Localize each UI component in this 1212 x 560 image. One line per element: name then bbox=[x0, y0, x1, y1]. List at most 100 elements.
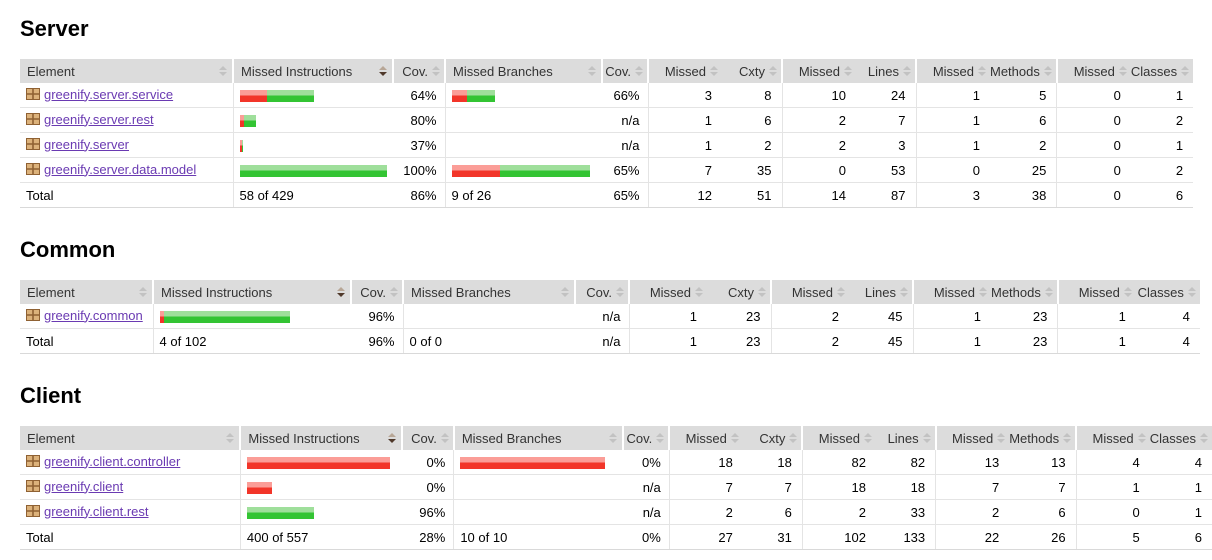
column-header-missed-7[interactable]: Missed bbox=[781, 59, 856, 83]
instruction-coverage-cell: 64% bbox=[393, 83, 445, 108]
package-link[interactable]: greenify.server.service bbox=[44, 86, 174, 102]
package-link[interactable]: greenify.server.rest bbox=[44, 111, 154, 127]
column-header-missed-9[interactable]: Missed bbox=[912, 280, 991, 304]
column-header-missed-instructions-1[interactable]: Missed Instructions bbox=[152, 280, 351, 304]
column-header-missed-11[interactable]: Missed bbox=[1055, 59, 1131, 83]
counter-cell: 1 bbox=[915, 83, 990, 108]
column-header-missed-5[interactable]: Missed bbox=[668, 426, 743, 450]
counter-cell: 0 bbox=[781, 157, 856, 183]
column-header-lines-8[interactable]: Lines bbox=[856, 59, 916, 83]
counter-cell: 1 bbox=[1130, 83, 1194, 108]
column-header-missed-9[interactable]: Missed bbox=[915, 59, 990, 83]
covered-bar-segment bbox=[266, 90, 314, 103]
total-instruction-coverage-cell: 96% bbox=[351, 328, 403, 354]
sort-icon bbox=[997, 433, 1006, 443]
counter-cell: 2 bbox=[1130, 107, 1194, 133]
column-header-missed-branches-3[interactable]: Missed Branches bbox=[402, 280, 575, 304]
column-header-methods-10[interactable]: Methods bbox=[1009, 426, 1077, 450]
column-header-label: Lines bbox=[867, 63, 899, 79]
column-header-classes-12[interactable]: Classes bbox=[1135, 280, 1200, 304]
branch-coverage-cell: n/a bbox=[602, 132, 648, 158]
column-header-classes-12[interactable]: Classes bbox=[1130, 59, 1194, 83]
total-counter-cell: 133 bbox=[875, 524, 936, 550]
branch-coverage-cell: n/a bbox=[602, 107, 648, 133]
column-header-content: Missed bbox=[671, 426, 743, 450]
total-counter-cell: 45 bbox=[849, 328, 913, 354]
column-header-cxty-6[interactable]: Cxty bbox=[722, 59, 782, 83]
sort-icon bbox=[390, 287, 398, 297]
column-header-content: Missed Branches bbox=[456, 426, 623, 450]
package-link[interactable]: greenify.client.rest bbox=[44, 503, 149, 519]
column-header-missed-branches-3[interactable]: Missed Branches bbox=[444, 59, 602, 83]
column-header-missed-5[interactable]: Missed bbox=[628, 280, 707, 304]
sort-icon bbox=[226, 433, 235, 443]
column-header-label: Element bbox=[27, 63, 75, 79]
column-header-missed-9[interactable]: Missed bbox=[934, 426, 1010, 450]
column-header-cov-2[interactable]: Cov. bbox=[401, 426, 454, 450]
column-header-label: Methods bbox=[990, 63, 1040, 79]
counter-cell: 13 bbox=[1009, 450, 1077, 475]
column-header-lines-8[interactable]: Lines bbox=[875, 426, 936, 450]
column-header-content: Cov. bbox=[395, 59, 444, 83]
sort-icon bbox=[1044, 287, 1053, 297]
column-header-content: Missed bbox=[918, 59, 990, 83]
total-row: Total 400 of 557 28% 10 of 10 0% 27 31 102 133 22… bbox=[20, 524, 1212, 550]
total-instruction-coverage-cell: 28% bbox=[402, 524, 454, 550]
column-header-content: Element bbox=[20, 280, 152, 304]
counter-cell: 2 bbox=[781, 107, 856, 133]
counter-cell: 82 bbox=[875, 450, 936, 475]
column-header-content: Missed bbox=[1059, 59, 1131, 83]
column-header-content: Cov. bbox=[604, 59, 647, 83]
column-header-content: Cov. bbox=[353, 280, 402, 304]
column-header-cov-2[interactable]: Cov. bbox=[350, 280, 403, 304]
missed-bar-segment bbox=[239, 115, 244, 128]
column-header-methods-10[interactable]: Methods bbox=[991, 280, 1058, 304]
column-header-element-0[interactable]: Element bbox=[20, 59, 233, 83]
column-header-element-0[interactable]: Element bbox=[20, 280, 153, 304]
column-header-missed-11[interactable]: Missed bbox=[1075, 426, 1150, 450]
column-header-lines-8[interactable]: Lines bbox=[849, 280, 913, 304]
instruction-coverage-cell: 96% bbox=[402, 499, 454, 525]
instruction-coverage-cell: 0% bbox=[402, 450, 454, 475]
column-header-missed-5[interactable]: Missed bbox=[647, 59, 722, 83]
column-header-missed-branches-3[interactable]: Missed Branches bbox=[452, 426, 624, 450]
missed-instructions-bar bbox=[232, 132, 393, 158]
counter-cell: 1 bbox=[628, 304, 707, 329]
table-row: greenify.common 96% n/a 1 23 2 45 1 23 1 4 bbox=[20, 304, 1200, 329]
column-header-missed-7[interactable]: Missed bbox=[801, 426, 876, 450]
column-header-cov-4[interactable]: Cov. bbox=[574, 280, 629, 304]
total-label-cell: Total bbox=[20, 328, 153, 354]
column-header-missed-instructions-1[interactable]: Missed Instructions bbox=[232, 59, 393, 83]
column-header-methods-10[interactable]: Methods bbox=[990, 59, 1057, 83]
counter-cell: 3 bbox=[647, 83, 722, 108]
package-link[interactable]: greenify.client.controller bbox=[44, 453, 181, 469]
column-header-content: Missed Instructions bbox=[235, 59, 392, 83]
total-label-cell: Total bbox=[20, 524, 241, 550]
package-link[interactable]: greenify.server.data.model bbox=[44, 161, 197, 177]
package-link[interactable]: greenify.client bbox=[44, 478, 124, 494]
package-link[interactable]: greenify.common bbox=[44, 307, 143, 323]
column-header-cov-2[interactable]: Cov. bbox=[392, 59, 445, 83]
counter-cell: 6 bbox=[722, 107, 782, 133]
column-header-classes-12[interactable]: Classes bbox=[1149, 426, 1212, 450]
table-row: greenify.client.rest 96% n/a 2 6 2 33 2 6 0 1 bbox=[20, 499, 1212, 525]
total-branches-cell: 0 of 0 bbox=[402, 328, 575, 354]
counter-cell: 4 bbox=[1075, 450, 1150, 475]
column-header-label: Cov. bbox=[411, 430, 437, 446]
sort-icon bbox=[758, 287, 766, 297]
column-header-missed-11[interactable]: Missed bbox=[1056, 280, 1136, 304]
counter-cell: 0 bbox=[915, 157, 990, 183]
sort-icon bbox=[609, 433, 618, 443]
column-header-missed-7[interactable]: Missed bbox=[770, 280, 849, 304]
package-link[interactable]: greenify.server bbox=[44, 136, 130, 152]
column-header-missed-instructions-1[interactable]: Missed Instructions bbox=[239, 426, 403, 450]
column-header-element-0[interactable]: Element bbox=[20, 426, 241, 450]
missed-bar-segment bbox=[239, 90, 267, 103]
column-header-cov-4[interactable]: Cov. bbox=[622, 426, 670, 450]
column-header-cxty-6[interactable]: Cxty bbox=[742, 426, 803, 450]
missed-bar-segment bbox=[451, 90, 467, 103]
column-header-cxty-6[interactable]: Cxty bbox=[707, 280, 771, 304]
element-cell: greenify.client.rest bbox=[20, 499, 241, 525]
column-header-cov-4[interactable]: Cov. bbox=[601, 59, 648, 83]
total-label-cell: Total bbox=[20, 182, 233, 208]
